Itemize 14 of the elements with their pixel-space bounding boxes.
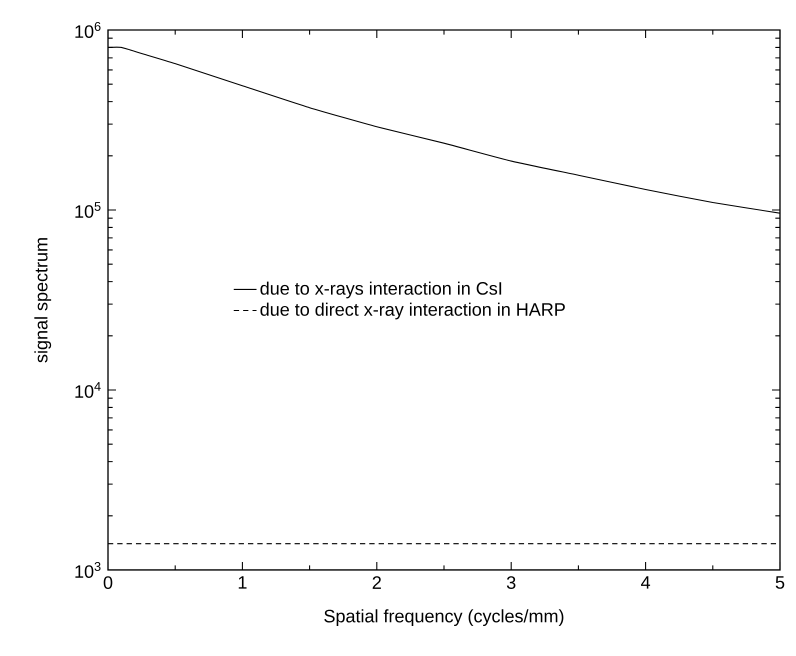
x-axis-title: Spatial frequency (cycles/mm): [324, 609, 564, 626]
y-tick-label: 10$^{6}$: [75, 22, 101, 38]
x-tick-label: 2: [372, 576, 381, 589]
y-tick-label: 10$^{5}$: [75, 202, 101, 218]
x-tick-label: 0: [104, 576, 112, 589]
legend-label: due to x-rays interaction in CsI: [260, 282, 502, 298]
x-tick-label: 1: [238, 576, 247, 589]
legend-label: due to direct x-ray interaction in HARP: [260, 302, 565, 320]
x-tick-label: 5: [776, 576, 784, 589]
x-tick-label: 3: [506, 576, 516, 589]
x-tick-label: 4: [641, 576, 650, 589]
y-tick-label: 10$^{3}$: [75, 562, 101, 578]
y-tick-label: 10$^{4}$: [75, 382, 101, 398]
y-axis-title: signal spectrum: [34, 238, 52, 363]
